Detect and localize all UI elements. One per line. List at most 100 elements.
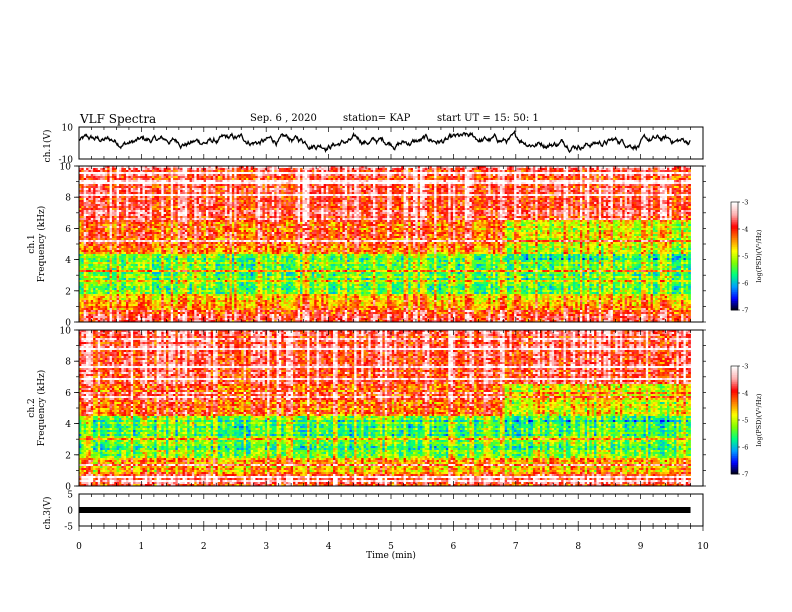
spectro-cell: [111, 202, 115, 205]
spectro-cell: [142, 170, 146, 173]
spectro-cell: [121, 246, 125, 249]
spectro-cell: [140, 218, 143, 221]
spectro-cell: [114, 242, 118, 245]
spectro-cell: [142, 238, 146, 241]
spectro-cell: [114, 302, 118, 305]
spectro-cell: [111, 206, 115, 209]
spectro-cell: [79, 172, 82, 175]
spectro-cell: [90, 244, 94, 247]
spectro-cell: [107, 176, 110, 179]
spectro-cell: [128, 208, 132, 211]
spectro-cell: [107, 230, 110, 233]
spectro-cell: [102, 226, 106, 229]
spectro-cell: [126, 264, 129, 267]
spectro-cell: [140, 302, 143, 305]
ch1-signal-line: [78, 129, 691, 154]
spectro-cell: [104, 236, 108, 239]
spectro-cell: [83, 216, 87, 219]
spectro-cell: [133, 304, 136, 307]
spectro-cell: [140, 194, 143, 197]
spectro-cell: [133, 266, 136, 269]
spectro-cell: [109, 172, 113, 175]
spectro-cell: [118, 316, 122, 319]
spectro-cell: [79, 288, 82, 291]
spectro-cell: [137, 184, 141, 187]
spectro-cell: [102, 192, 106, 195]
spectro-cell: [140, 276, 143, 279]
spectro-cell: [95, 256, 99, 259]
spectro-cell: [107, 280, 110, 283]
spectro-cell: [144, 302, 148, 305]
spectro-cell: [130, 308, 134, 311]
spectro-cell: [95, 188, 99, 191]
spectro-cell: [79, 196, 82, 199]
spectro-cell: [97, 232, 101, 235]
spectro-cell: [137, 192, 141, 195]
spectro-cell: [130, 216, 134, 219]
spectro-cell: [86, 300, 89, 303]
spectro-cell: [126, 300, 129, 303]
spectro-cell: [109, 294, 113, 297]
spectro-cell: [81, 236, 85, 239]
spectro-cell: [142, 310, 146, 313]
spectro-cell: [102, 232, 106, 235]
spectro-cell: [130, 174, 134, 177]
spectro-cell: [130, 222, 134, 225]
spectro-cell: [123, 234, 127, 237]
spectro-cell: [102, 262, 106, 265]
spectro-cell: [142, 176, 146, 179]
spectro-cell: [81, 262, 85, 265]
spectro-cell: [116, 246, 120, 249]
spectro-cell: [147, 258, 150, 261]
spectro-cell: [107, 316, 110, 319]
spectro-cell: [88, 238, 92, 241]
spectro-cell: [114, 274, 118, 277]
spectro-cell: [135, 302, 139, 305]
spectro-cell: [140, 314, 143, 317]
spectro-cell: [121, 234, 125, 237]
spectro-cell: [147, 192, 150, 195]
spectro-cell: [81, 180, 85, 183]
spectro-cell: [137, 318, 141, 321]
spectro-cell: [123, 206, 127, 209]
spectro-cell: [86, 210, 89, 213]
spectro-cell: [93, 206, 96, 209]
spectro-cell: [86, 294, 89, 297]
spectro-cell: [142, 202, 146, 205]
spectro-cell: [114, 230, 118, 233]
spectro-cell: [79, 220, 82, 223]
spectro-cell: [107, 320, 110, 323]
spectro-cell: [121, 204, 125, 207]
spectro-cell: [83, 308, 87, 311]
spectro-cell: [135, 256, 139, 259]
spectro-cell: [107, 276, 110, 279]
spectro-cell: [142, 260, 146, 263]
spectro-cell: [137, 294, 141, 297]
spectro-cell: [107, 168, 110, 171]
spectro-cell: [81, 216, 85, 219]
spectro-cell: [79, 308, 82, 311]
spectro-cell: [88, 210, 92, 213]
spectro-cell: [109, 320, 113, 323]
spectro-cell: [116, 200, 120, 203]
spectro-cell: [126, 218, 129, 221]
spectro-cell: [114, 188, 118, 191]
spectro-cell: [88, 256, 92, 259]
spectro-cell: [116, 268, 120, 271]
spectro-cell: [130, 204, 134, 207]
spectro-cell: [88, 266, 92, 269]
spectro-cell: [102, 288, 106, 291]
spectro-cell: [144, 306, 148, 309]
spectro-cell: [144, 256, 148, 259]
spectro-cell: [97, 318, 101, 321]
spectro-cell: [118, 238, 122, 241]
spectro-cell: [83, 272, 87, 275]
spectro-cell: [107, 258, 110, 261]
spectro-cell: [118, 200, 122, 203]
spectro-cell: [144, 250, 148, 253]
spectro-cell: [83, 294, 87, 297]
spectro-cell: [126, 268, 129, 271]
spectro-cell: [93, 190, 96, 193]
spectro-cell: [83, 200, 87, 203]
spectro-cell: [104, 264, 108, 267]
